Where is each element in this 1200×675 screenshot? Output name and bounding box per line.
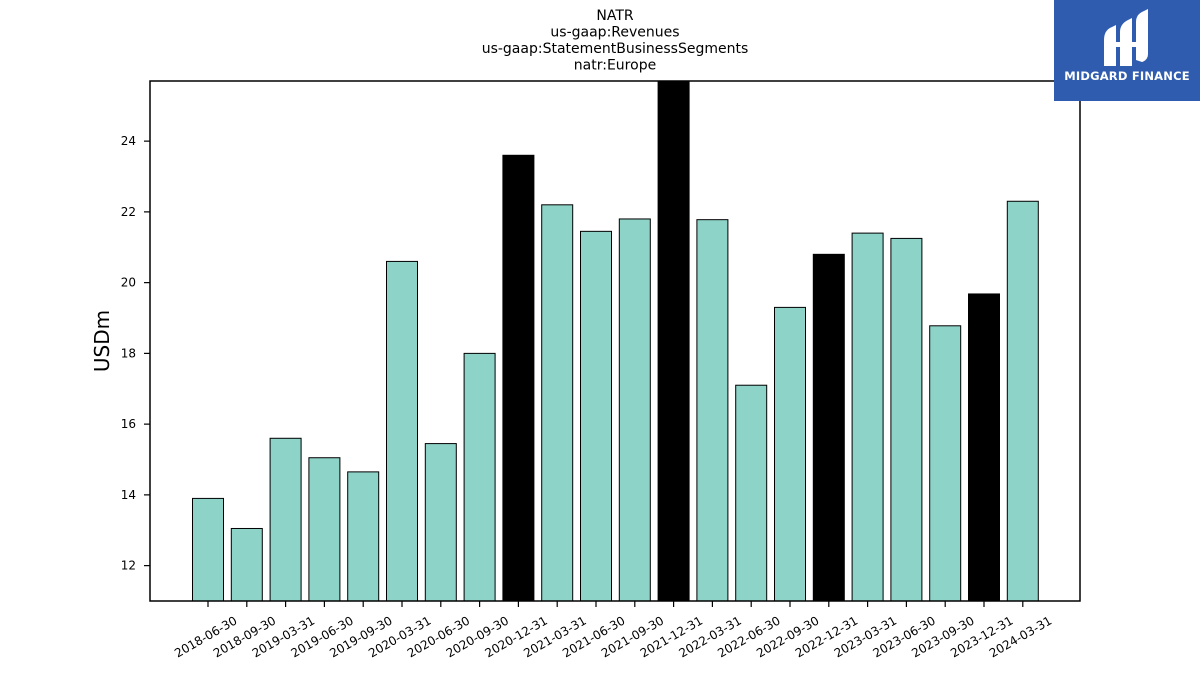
bar-2021-06-30 <box>580 230 612 601</box>
title-line: natr:Europe <box>574 58 656 74</box>
y-tick-label: 22 <box>121 205 136 219</box>
bar-2023-12-31 <box>968 293 1000 601</box>
title-line: us-gaap:StatementBusinessSegments <box>482 41 749 57</box>
bar-2022-09-30 <box>774 306 806 601</box>
bar-2023-06-30 <box>890 237 923 601</box>
bar-2020-12-31 <box>502 154 535 601</box>
bar-2018-09-30 <box>230 527 263 601</box>
midgard-m-mark-icon <box>1104 9 1148 66</box>
y-tick-label: 18 <box>121 346 136 360</box>
bar-2023-09-30 <box>929 325 962 601</box>
bar-2020-09-30 <box>463 352 496 601</box>
title-line: us-gaap:Revenues <box>550 25 679 41</box>
title-line: NATR <box>596 8 634 24</box>
bar-2021-09-30 <box>618 218 651 601</box>
bar-2019-03-31 <box>269 437 302 601</box>
y-tick-label: 14 <box>121 488 136 502</box>
y-tick-label: 16 <box>121 417 136 431</box>
bar-2021-12-31 <box>657 81 690 601</box>
midgard-finance-logo: MIDGARD FINANCE <box>1054 0 1200 101</box>
y-tick-label: 24 <box>121 134 136 148</box>
bar-2020-06-30 <box>424 443 457 601</box>
bar-2024-03-31 <box>1006 200 1039 601</box>
plot-frame <box>149 80 1081 602</box>
bar-2023-03-31 <box>851 232 884 601</box>
bar-2022-06-30 <box>735 384 768 601</box>
bar-2019-09-30 <box>347 471 380 601</box>
bar-2022-12-31 <box>812 253 845 601</box>
y-tick-label: 12 <box>121 559 136 573</box>
bar-2022-03-31 <box>696 219 729 601</box>
chart-title: NATRus-gaap:Revenuesus-gaap:StatementBus… <box>482 8 749 74</box>
bar-2021-03-31 <box>541 204 574 601</box>
bars-group <box>192 81 1039 601</box>
y-axis-label: USDm <box>90 310 114 372</box>
logo-text: MIDGARD FINANCE <box>1064 69 1190 83</box>
y-tick-label: 20 <box>121 276 136 290</box>
x-axis: 2018-06-302018-09-302019-03-312019-06-30… <box>172 601 1054 660</box>
bar-2018-06-30 <box>192 497 224 601</box>
y-axis: 12 14 16 18 20 22 24 <box>121 134 150 573</box>
bar-2019-06-30 <box>308 457 341 601</box>
bar-2020-03-31 <box>386 260 418 601</box>
